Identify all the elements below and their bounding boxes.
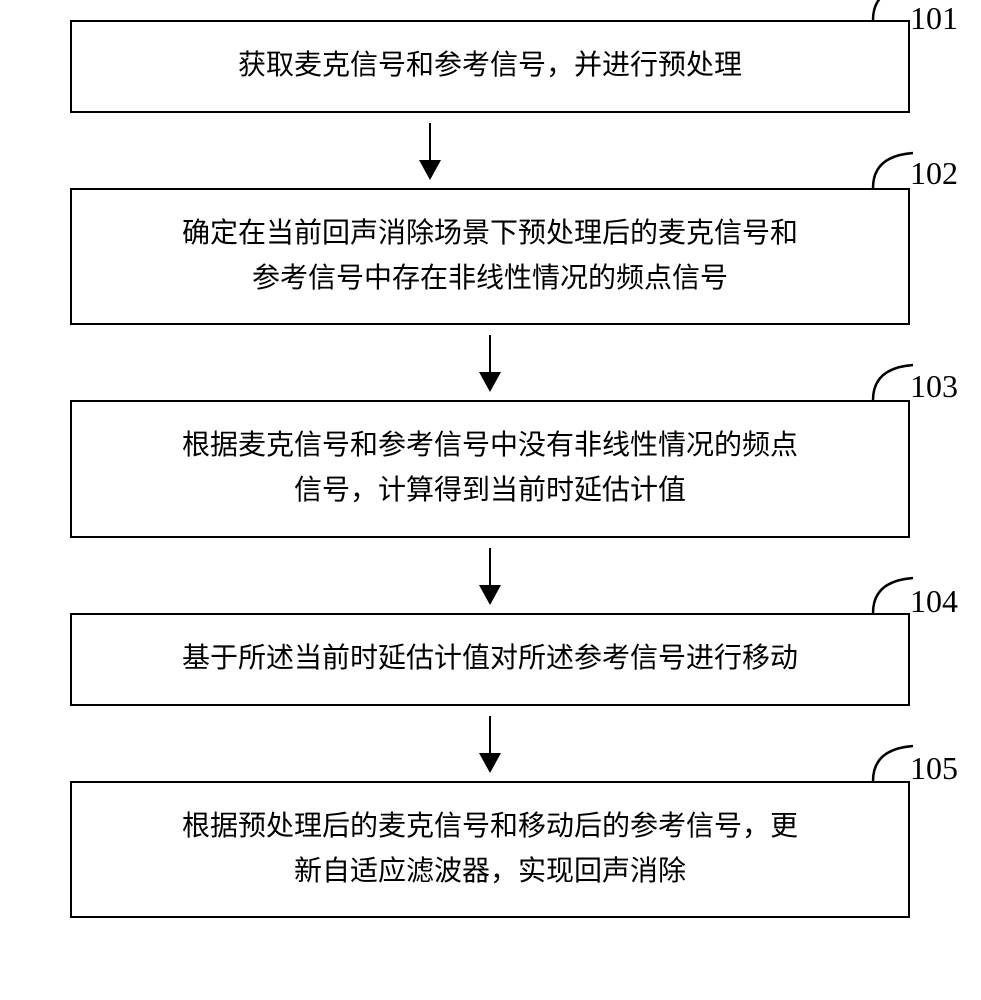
flow-step-105: 根据预处理后的麦克信号和移动后的参考信号，更 新自适应滤波器，实现回声消除: [70, 781, 910, 919]
flow-step-105-text-1: 根据预处理后的麦克信号和移动后的参考信号，更: [102, 805, 878, 850]
label-103: 103: [910, 368, 958, 405]
flow-step-101-text: 获取麦克信号和参考信号，并进行预处理: [238, 50, 742, 81]
flow-step-103: 根据麦克信号和参考信号中没有非线性情况的频点 信号，计算得到当前时延估计值: [70, 400, 910, 538]
flow-step-103-text-1: 根据麦克信号和参考信号中没有非线性情况的频点: [102, 424, 878, 469]
flow-step-102-text-1: 确定在当前回声消除场景下预处理后的麦克信号和: [102, 212, 878, 257]
label-105: 105: [910, 750, 958, 787]
flow-step-104-text: 基于所述当前时延估计值对所述参考信号进行移动: [182, 643, 798, 674]
flow-step-104: 基于所述当前时延估计值对所述参考信号进行移动: [70, 613, 910, 706]
flow-step-105-text-2: 新自适应滤波器，实现回声消除: [102, 850, 878, 895]
label-101: 101: [910, 0, 958, 37]
label-104: 104: [910, 583, 958, 620]
flow-step-103-text-2: 信号，计算得到当前时延估计值: [102, 469, 878, 514]
arrow-1: [70, 113, 910, 188]
label-102: 102: [910, 155, 958, 192]
arrow-3: [70, 538, 910, 613]
arrow-2: [70, 325, 910, 400]
flow-step-101: 获取麦克信号和参考信号，并进行预处理: [70, 20, 910, 113]
flow-step-102: 确定在当前回声消除场景下预处理后的麦克信号和 参考信号中存在非线性情况的频点信号: [70, 188, 910, 326]
flow-step-102-text-2: 参考信号中存在非线性情况的频点信号: [102, 257, 878, 302]
flowchart-container: 获取麦克信号和参考信号，并进行预处理 101 确定在当前回声消除场景下预处理后的…: [70, 20, 910, 918]
arrow-4: [70, 706, 910, 781]
